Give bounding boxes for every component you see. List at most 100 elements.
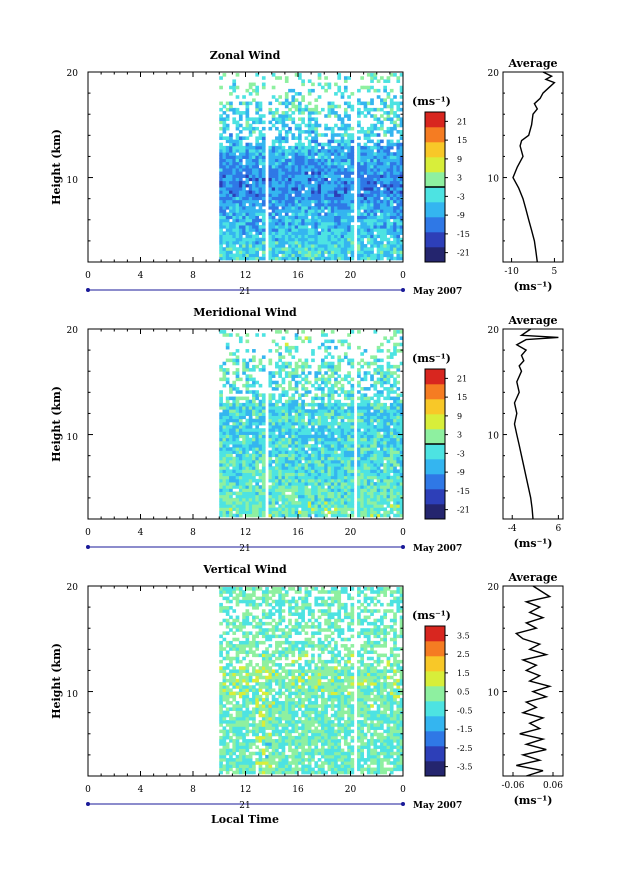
heatmap-cell [324, 161, 328, 166]
heatmap-cell [334, 234, 338, 239]
heatmap-cell [317, 482, 322, 486]
heatmap-cell [232, 193, 237, 197]
heatmap-cell [373, 437, 378, 442]
heatmap-cell [357, 111, 361, 115]
heatmap-cell [399, 225, 404, 229]
heatmap-cell [307, 168, 312, 172]
heatmap-cell [393, 472, 397, 477]
heatmap-cell [294, 92, 299, 96]
heatmap-cell [275, 399, 279, 404]
heatmap-cell [317, 111, 322, 115]
heatmap-cell [337, 247, 342, 251]
heatmap-cell [275, 256, 279, 261]
heatmap-cell [294, 485, 299, 489]
heatmap-cell [327, 380, 332, 385]
heatmap-cell [347, 196, 351, 201]
heatmap-cell [291, 488, 296, 492]
heatmap-cell [389, 212, 394, 216]
heatmap-cell [334, 431, 338, 435]
heatmap-cell [376, 215, 381, 220]
heatmap-cell [258, 418, 263, 423]
heatmap-cell [271, 73, 276, 77]
heatmap-cell [389, 190, 394, 194]
heatmap-cell [242, 250, 246, 254]
heatmap-cell [242, 168, 246, 172]
heatmap-cell [291, 231, 296, 235]
heatmap-cell [284, 412, 289, 416]
heatmap-cell [298, 485, 302, 489]
heatmap-cell [307, 428, 312, 432]
heatmap-cell [347, 434, 351, 439]
heatmap-cell [242, 504, 246, 508]
heatmap-cell [238, 472, 243, 477]
heatmap-cell [337, 491, 342, 496]
heatmap-cell [373, 485, 378, 489]
heatmap-cell [317, 221, 322, 226]
heatmap-cell [304, 155, 309, 159]
heatmap-cell [304, 231, 309, 235]
heatmap-cell [389, 126, 394, 131]
heatmap-cell [330, 133, 335, 137]
heatmap-cell [268, 221, 273, 226]
heatmap-cell [311, 383, 315, 388]
heatmap-cell [275, 488, 279, 492]
heatmap-cell [330, 183, 335, 188]
heatmap-cell [271, 447, 276, 451]
heatmap-cell [327, 510, 332, 515]
heatmap-cell [393, 250, 397, 254]
heatmap-cell [238, 199, 243, 204]
heatmap-cell [288, 253, 292, 258]
heatmap-cell [248, 463, 253, 467]
heatmap-cell [363, 221, 368, 226]
heatmap-cell [324, 472, 328, 477]
heatmap-cell [304, 180, 309, 185]
heatmap-cell [281, 190, 286, 194]
heatmap-cell [324, 469, 328, 473]
heatmap-cell [380, 221, 384, 226]
heatmap-cell [376, 152, 381, 156]
heatmap-cell [393, 333, 397, 337]
heatmap-cell [334, 507, 338, 511]
heatmap-cell [304, 228, 309, 232]
heatmap-cell [380, 463, 384, 467]
heatmap-cell [242, 485, 246, 489]
heatmap-cell [307, 92, 312, 96]
heatmap-cell [281, 158, 286, 163]
average-profile-line [512, 71, 556, 263]
panel-title: Meridional Wind [193, 306, 297, 319]
heatmap-cell [376, 482, 381, 486]
heatmap-cell [255, 212, 260, 216]
heatmap-cell [360, 437, 365, 442]
heatmap-cell [288, 453, 292, 458]
heatmap-cell [311, 174, 315, 178]
heatmap-cell [301, 107, 305, 112]
heatmap-cell [383, 158, 387, 163]
heatmap-cell [288, 437, 292, 442]
heatmap-cell [278, 440, 282, 445]
heatmap-cell [229, 247, 233, 251]
heatmap-cell [357, 361, 361, 366]
heatmap-cell [271, 497, 276, 502]
heatmap-cell [357, 478, 361, 483]
heatmap-cell [320, 507, 325, 511]
heatmap-cell [245, 104, 250, 109]
heatmap-cell [225, 472, 230, 477]
heatmap-cell [298, 504, 302, 508]
heatmap-cell [284, 472, 289, 477]
heatmap-cell [301, 475, 305, 480]
heatmap-cell [357, 225, 361, 229]
heatmap-cell [298, 510, 302, 515]
heatmap-cell [386, 145, 391, 150]
heatmap-cell [225, 149, 230, 153]
heatmap-cell [255, 364, 260, 369]
heatmap-cell [324, 114, 328, 118]
heatmap-cell [232, 158, 237, 163]
heatmap-cell [242, 237, 246, 242]
heatmap-cell [219, 206, 223, 210]
heatmap-cell [317, 177, 322, 182]
heatmap-cell [261, 507, 266, 511]
heatmap-cell [294, 250, 299, 254]
heatmap-cell [219, 412, 223, 416]
heatmap-cell [288, 180, 292, 185]
heatmap-cell [238, 206, 243, 210]
